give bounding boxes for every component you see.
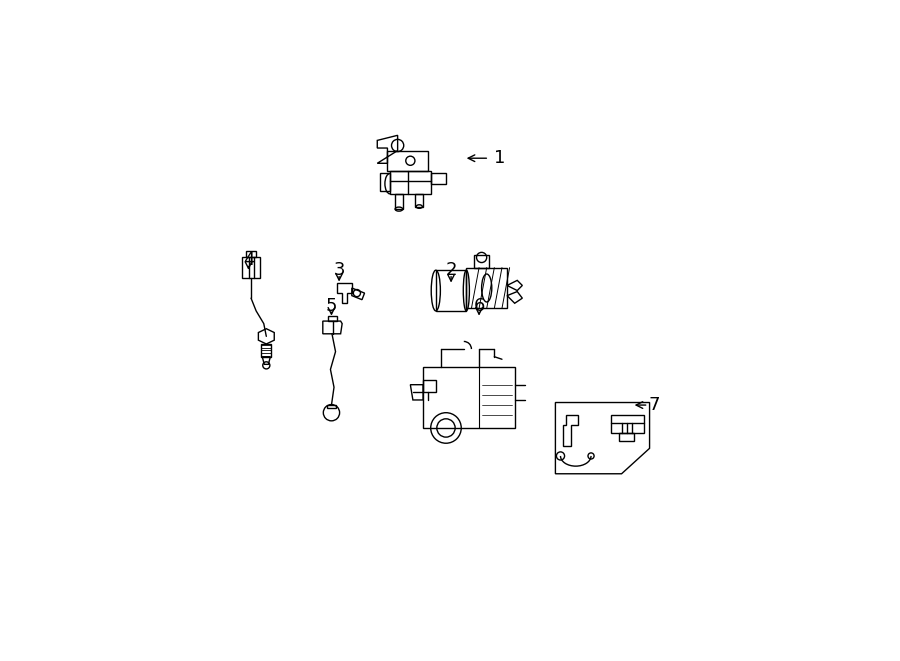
Text: 5: 5: [326, 297, 338, 315]
Text: 3: 3: [333, 261, 345, 279]
Text: 4: 4: [243, 251, 255, 269]
Text: 2: 2: [446, 261, 457, 279]
Text: 6: 6: [473, 297, 485, 315]
Bar: [242, 257, 260, 278]
Bar: [246, 251, 256, 258]
Text: 1: 1: [494, 149, 505, 167]
Text: 7: 7: [649, 396, 661, 414]
Bar: [328, 316, 338, 321]
